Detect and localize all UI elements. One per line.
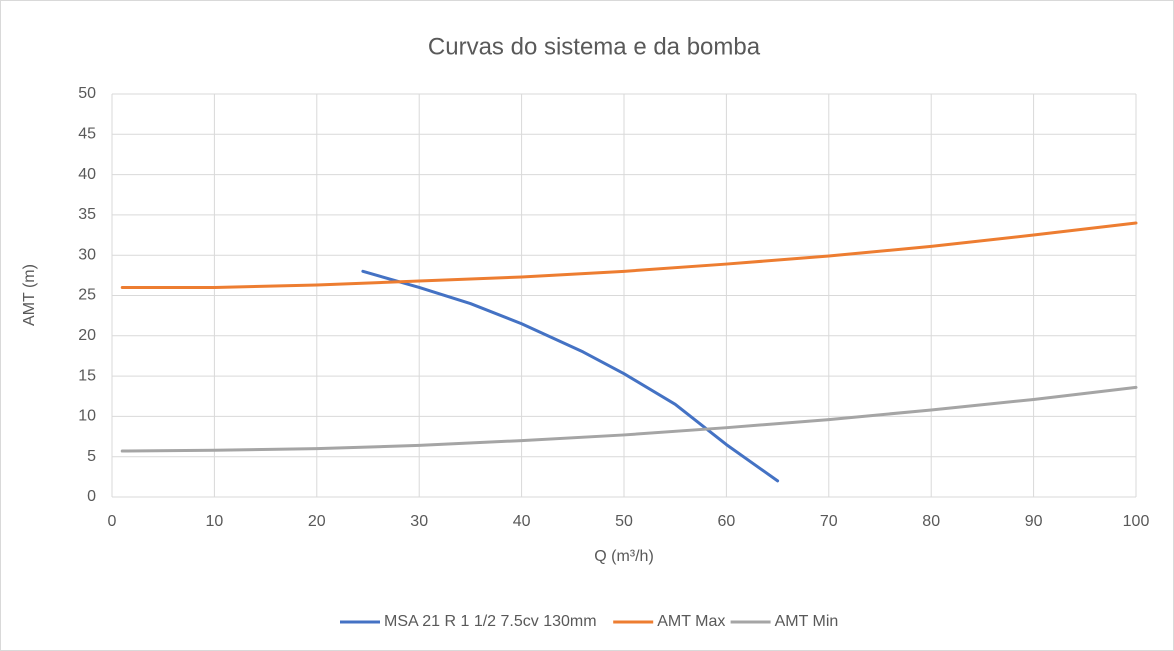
series-line bbox=[361, 269, 780, 483]
x-tick-label: 0 bbox=[108, 513, 117, 530]
x-tick-label: 10 bbox=[206, 513, 224, 530]
x-tick-label: 80 bbox=[922, 513, 940, 530]
y-tick-label: 20 bbox=[78, 327, 96, 344]
legend-label: MSA 21 R 1 1/2 7.5cv 130mm bbox=[384, 613, 597, 630]
x-tick-label: 30 bbox=[410, 513, 428, 530]
y-tick-label: 30 bbox=[78, 246, 96, 263]
x-tick-label: 50 bbox=[615, 513, 633, 530]
legend-label: AMT Min bbox=[775, 613, 839, 630]
y-tick-label: 15 bbox=[78, 367, 96, 384]
x-tick-label: 100 bbox=[1123, 513, 1150, 530]
x-tick-label: 90 bbox=[1025, 513, 1043, 530]
series-line bbox=[120, 221, 1138, 289]
y-tick-label: 5 bbox=[87, 448, 96, 465]
x-axis-title: Q (m³/h) bbox=[594, 548, 654, 565]
y-tick-label: 35 bbox=[78, 206, 96, 223]
y-tick-label: 40 bbox=[78, 166, 96, 183]
y-tick-label: 50 bbox=[78, 85, 96, 102]
x-tick-label: 70 bbox=[820, 513, 838, 530]
y-tick-label: 10 bbox=[78, 408, 96, 425]
chart-title: Curvas do sistema e da bomba bbox=[428, 33, 761, 60]
legend-label: AMT Max bbox=[657, 613, 725, 630]
y-tick-label: 0 bbox=[87, 488, 96, 505]
y-tick-label: 25 bbox=[78, 287, 96, 304]
y-tick-label: 45 bbox=[78, 126, 96, 143]
x-tick-label: 60 bbox=[718, 513, 736, 530]
y-axis-title: AMT (m) bbox=[21, 264, 38, 326]
series-line bbox=[120, 385, 1138, 453]
x-tick-label: 40 bbox=[513, 513, 531, 530]
x-tick-label: 20 bbox=[308, 513, 326, 530]
